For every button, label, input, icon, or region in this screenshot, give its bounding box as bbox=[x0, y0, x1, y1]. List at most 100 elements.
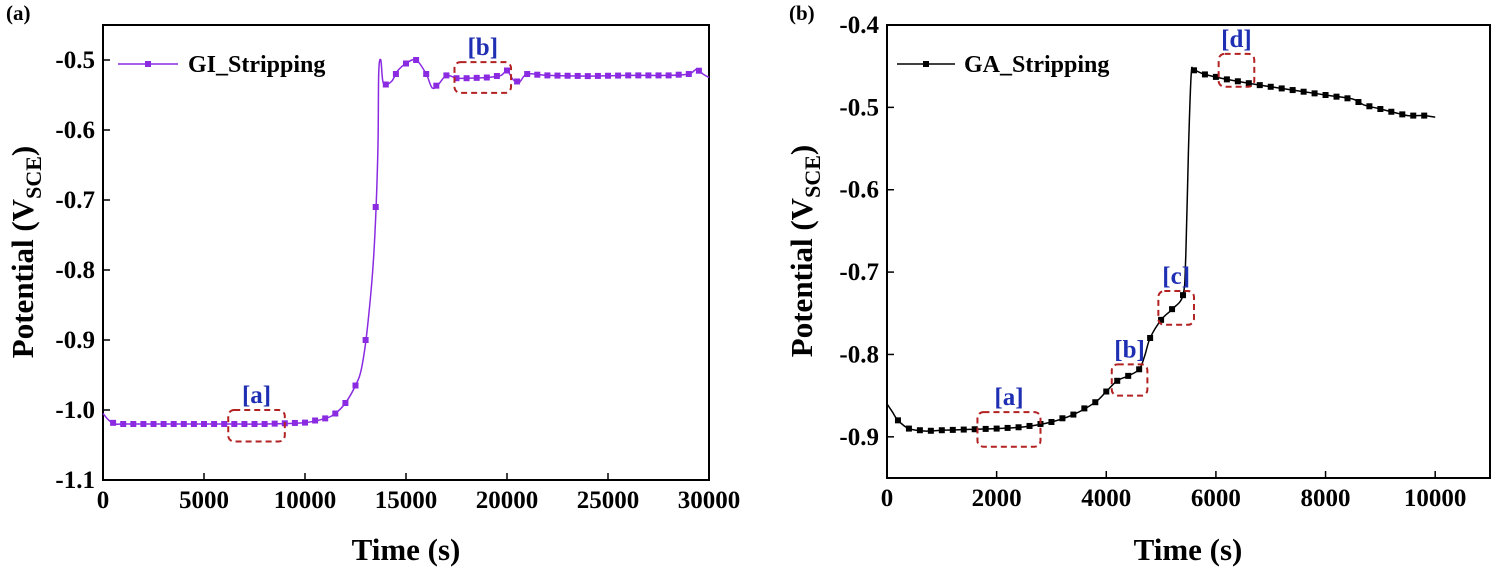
y-axis-title-a-main: Potential (V bbox=[5, 198, 40, 358]
data-point bbox=[1388, 108, 1395, 115]
data-point bbox=[1278, 85, 1285, 92]
y-axis-title-a-sub: SCE bbox=[21, 156, 46, 199]
data-point bbox=[1245, 80, 1252, 87]
data-point bbox=[221, 421, 228, 427]
x-tick-label: 4000 bbox=[1081, 485, 1131, 512]
data-point bbox=[1333, 93, 1340, 100]
data-point bbox=[1267, 83, 1274, 90]
y-axis-title-a: Potential (VSCE) bbox=[5, 146, 46, 358]
data-point bbox=[1223, 76, 1230, 83]
data-point bbox=[463, 75, 470, 82]
data-point bbox=[1366, 103, 1373, 110]
y-ticks-a: -0.5 -0.6 -0.7 -0.8 -0.9 -1.0 -1.1 bbox=[55, 47, 110, 494]
data-point bbox=[413, 57, 420, 63]
y-tick-label: -0.5 bbox=[55, 47, 95, 74]
data-point bbox=[1081, 405, 1088, 412]
annotation-box bbox=[1217, 52, 1256, 88]
data-point bbox=[110, 419, 117, 426]
data-point bbox=[1147, 334, 1154, 341]
annotation-label: [d] bbox=[1221, 26, 1252, 53]
y-tick-label: -1.0 bbox=[55, 397, 95, 424]
data-point bbox=[443, 72, 450, 79]
annotations-b: [a] [b] [c] [d] bbox=[976, 26, 1256, 448]
data-point bbox=[655, 72, 662, 79]
data-point bbox=[291, 419, 298, 426]
data-point bbox=[1355, 99, 1362, 106]
data-point bbox=[615, 72, 622, 79]
data-point bbox=[1234, 78, 1241, 85]
y-tick-label: -0.7 bbox=[839, 259, 879, 286]
data-point bbox=[1048, 418, 1055, 425]
x-tick-label: 10000 bbox=[274, 487, 337, 514]
x-tick-label: 20000 bbox=[476, 487, 539, 514]
data-point bbox=[120, 421, 127, 427]
x-tick-label: 0 bbox=[881, 485, 894, 512]
y-axis-title-a-close: ) bbox=[5, 146, 40, 156]
annotation-label: [a] bbox=[994, 384, 1023, 411]
annotation-box bbox=[1110, 363, 1149, 397]
y-tick-label: -0.4 bbox=[839, 12, 879, 39]
data-point bbox=[261, 421, 268, 427]
annotation-label: [b] bbox=[1114, 336, 1145, 363]
data-point bbox=[594, 72, 601, 79]
data-point bbox=[524, 71, 531, 77]
x-ticks-a: 0 5000 10000 15000 20000 25000 30000 bbox=[97, 473, 740, 514]
data-point bbox=[372, 204, 379, 210]
annotation-box bbox=[453, 61, 513, 94]
data-point bbox=[483, 74, 490, 81]
x-tick-label: 0 bbox=[97, 487, 110, 514]
data-point bbox=[302, 419, 308, 426]
data-point bbox=[905, 425, 912, 432]
data-point bbox=[241, 421, 248, 427]
data-point bbox=[916, 427, 923, 434]
x-ticks-b: 0 2000 4000 6000 8000 10000 bbox=[881, 471, 1466, 512]
data-point bbox=[392, 71, 399, 77]
x-tick-label: 25000 bbox=[577, 487, 640, 514]
legend-label-a: GI_Stripping bbox=[188, 52, 325, 78]
data-point bbox=[1289, 87, 1296, 94]
data-point bbox=[1410, 112, 1417, 119]
y-tick-label: -0.6 bbox=[839, 177, 879, 204]
series-group-b bbox=[886, 66, 1436, 434]
y-tick-label: -0.5 bbox=[839, 94, 879, 121]
data-point bbox=[894, 417, 901, 424]
data-point bbox=[231, 421, 238, 427]
data-point bbox=[271, 420, 278, 427]
data-point bbox=[190, 421, 197, 427]
data-point bbox=[1070, 411, 1077, 418]
data-point bbox=[473, 74, 480, 81]
data-point bbox=[130, 421, 137, 427]
data-point bbox=[1059, 415, 1066, 422]
data-point bbox=[1377, 106, 1384, 113]
data-point bbox=[1136, 366, 1143, 373]
y-tick-label: -0.9 bbox=[55, 327, 95, 354]
data-point bbox=[362, 337, 369, 343]
series-group-a bbox=[102, 57, 710, 427]
x-tick-label: 15000 bbox=[375, 487, 438, 514]
data-point bbox=[1037, 420, 1044, 427]
y-tick-label: -0.9 bbox=[839, 424, 879, 451]
y-axis-title-b-close: ) bbox=[784, 145, 819, 155]
data-point bbox=[1399, 111, 1406, 118]
data-point bbox=[160, 421, 167, 427]
data-point bbox=[971, 426, 978, 433]
annotation-label: [b] bbox=[467, 34, 498, 61]
data-point bbox=[332, 410, 339, 417]
panel-a-label: (a) bbox=[6, 1, 31, 25]
legend-a: GI_Stripping bbox=[118, 52, 325, 78]
data-point bbox=[382, 81, 389, 88]
data-point bbox=[211, 421, 218, 427]
data-point bbox=[453, 75, 460, 82]
data-point bbox=[403, 60, 409, 67]
x-tick-label: 6000 bbox=[1191, 485, 1241, 512]
data-point bbox=[1158, 316, 1165, 323]
data-point bbox=[675, 71, 682, 78]
data-point bbox=[170, 421, 177, 427]
data-point bbox=[695, 67, 702, 74]
data-point bbox=[342, 400, 349, 406]
data-point bbox=[960, 426, 967, 433]
data-point bbox=[1092, 399, 1099, 406]
data-point bbox=[1300, 88, 1307, 95]
y-axis-title-b-sub: SCE bbox=[800, 155, 825, 198]
data-point bbox=[150, 421, 157, 427]
